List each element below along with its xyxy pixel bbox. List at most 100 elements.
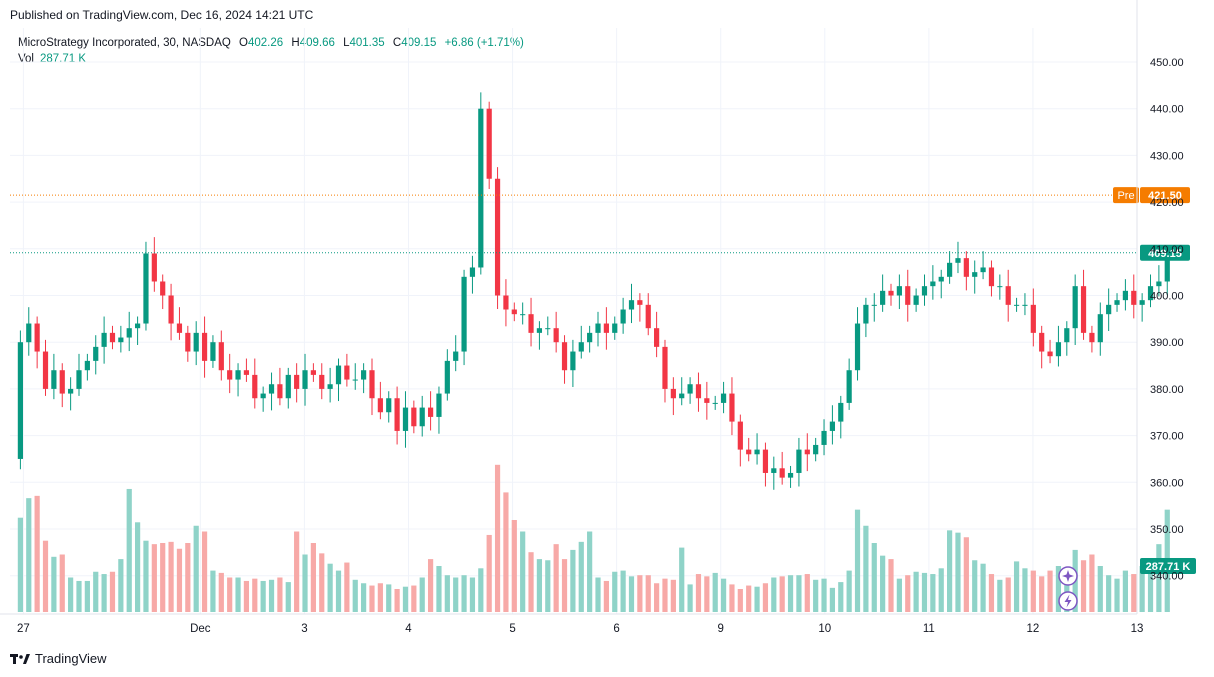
candle-body xyxy=(921,286,928,296)
volume-bar xyxy=(796,575,802,612)
volume-bar xyxy=(1047,570,1053,612)
candle-body xyxy=(453,351,459,361)
close-value: 409.15 xyxy=(401,37,437,49)
volume-bar xyxy=(553,544,559,612)
volume-bar xyxy=(1122,570,1129,612)
volume-bar xyxy=(720,578,727,612)
volume-bar xyxy=(310,543,316,612)
candle-body xyxy=(1097,314,1103,343)
candle-body xyxy=(101,332,107,347)
volume-bar xyxy=(134,522,141,612)
volume-bar xyxy=(972,560,978,612)
candle-body xyxy=(310,370,316,375)
volume-bar xyxy=(352,579,358,612)
candle-body xyxy=(829,421,836,431)
candle-body xyxy=(871,304,877,306)
ohlc-legend: MicroStrategy Incorporated, 30, NASDAQ O… xyxy=(18,35,524,51)
high-label: H xyxy=(291,37,300,49)
candle-body xyxy=(628,300,635,310)
volume-bar xyxy=(854,509,861,612)
volume-bar xyxy=(1089,554,1095,612)
candle-body xyxy=(520,314,526,316)
candle-body xyxy=(1089,332,1095,343)
x-tick-label: 12 xyxy=(1027,623,1040,635)
volume-bar xyxy=(871,543,877,612)
volume-bar xyxy=(938,568,944,612)
volume-bar xyxy=(737,589,743,612)
volume-bar xyxy=(1131,574,1137,612)
y-tick-label: 350.00 xyxy=(1150,524,1184,536)
volume-bar xyxy=(1030,570,1036,612)
candle-body xyxy=(888,290,894,296)
candle-body xyxy=(972,272,978,277)
volume-bar xyxy=(545,560,551,612)
volume-bar xyxy=(704,576,710,612)
candle-body xyxy=(787,472,794,478)
candle-body xyxy=(294,374,300,389)
candle-body xyxy=(503,295,509,310)
volume-bar xyxy=(411,585,417,612)
volume-bar xyxy=(227,577,233,612)
candle-body xyxy=(905,286,911,305)
volume-bar xyxy=(218,572,224,612)
candle-body xyxy=(720,393,727,403)
candle-body xyxy=(134,323,141,329)
candle-body xyxy=(218,342,224,371)
candle-body xyxy=(427,407,434,417)
volume-bar xyxy=(469,577,476,612)
volume-bar xyxy=(838,582,844,612)
candle-body xyxy=(997,286,1003,288)
candle-body xyxy=(76,370,82,389)
candle-body xyxy=(319,374,325,389)
volume-bar xyxy=(461,575,467,612)
candle-body xyxy=(955,258,961,263)
candle-body xyxy=(335,365,342,385)
candle-body xyxy=(42,351,49,389)
candle-body xyxy=(268,384,275,394)
x-tick-label: 3 xyxy=(301,623,307,635)
volume-bar xyxy=(34,495,40,612)
candle-body xyxy=(587,332,593,343)
volume-bar xyxy=(888,559,894,612)
sparkle-glyph xyxy=(1062,570,1074,582)
volume-bar xyxy=(829,587,836,612)
volume-bar xyxy=(687,584,693,612)
volume-bar xyxy=(662,578,668,612)
candle-body xyxy=(645,304,651,329)
volume-bar xyxy=(436,566,442,612)
candle-body xyxy=(737,421,743,450)
volume-bar xyxy=(402,586,409,612)
candle-body xyxy=(1106,304,1112,315)
candle-body xyxy=(813,444,819,455)
open-value: 402.26 xyxy=(248,37,284,49)
x-tick-label: 27 xyxy=(17,623,30,635)
volume-bar xyxy=(319,553,325,612)
candle-body xyxy=(746,449,752,455)
pre-market-value: 421.50 xyxy=(1148,190,1182,202)
candle-body xyxy=(913,295,919,305)
volume-bar xyxy=(51,556,57,612)
volume-bar xyxy=(394,589,400,612)
candle-body xyxy=(109,332,116,343)
candle-body xyxy=(327,384,333,389)
candle-body xyxy=(804,449,810,455)
candle-body xyxy=(176,323,183,333)
candle-body xyxy=(712,402,718,404)
volume-bar xyxy=(93,571,99,612)
volume-bar xyxy=(603,580,609,612)
candle-body xyxy=(545,328,551,330)
tradingview-logo-icon xyxy=(10,653,30,664)
low-value: 401.35 xyxy=(349,37,385,49)
symbol-label[interactable]: MicroStrategy Incorporated, 30, NASDAQ xyxy=(18,37,231,49)
candle-body xyxy=(93,346,99,361)
candle-body xyxy=(478,108,484,268)
volume-bar xyxy=(444,575,450,612)
volume-bar xyxy=(1106,575,1112,612)
candle-body xyxy=(947,262,953,277)
candle-body xyxy=(126,328,132,338)
x-tick-label: 6 xyxy=(613,623,619,635)
volume-bar xyxy=(243,580,250,612)
volume-bar xyxy=(628,576,635,612)
y-tick-label: 340.00 xyxy=(1150,571,1184,583)
